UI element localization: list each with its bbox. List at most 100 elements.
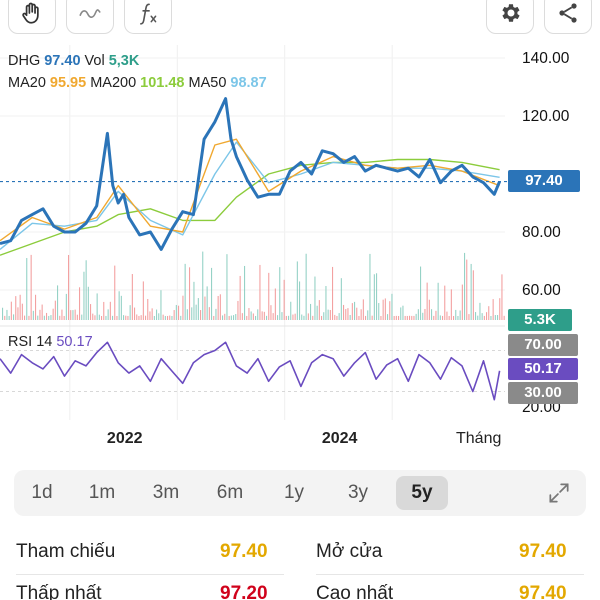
volume-bar — [156, 309, 158, 320]
volume-bar — [197, 298, 199, 320]
volume-bar — [259, 264, 261, 320]
volume-bar — [488, 306, 490, 320]
volume-bar — [492, 299, 494, 320]
volume-bar — [323, 312, 325, 320]
period-1d[interactable]: 1d — [31, 482, 53, 503]
volume-bar — [134, 307, 136, 320]
volume-bar — [50, 315, 52, 320]
volume-bar — [193, 281, 195, 320]
volume-bar — [83, 271, 85, 320]
volume-bar — [252, 313, 254, 320]
volume-bar — [433, 315, 435, 320]
volume-bar — [74, 309, 76, 320]
volume-bar — [255, 315, 257, 320]
volume-bar — [503, 315, 505, 320]
volume-bar — [316, 305, 318, 320]
ma-legend: MA20 95.95 MA200 101.48 MA50 98.87 — [8, 75, 271, 91]
draw-line-button[interactable] — [66, 0, 114, 34]
high-label: Cao nhất — [316, 583, 394, 600]
price-tag: 97.40 — [508, 170, 580, 192]
volume-bar — [246, 315, 248, 320]
price-value: 97.40 — [44, 53, 81, 69]
volume-bar — [125, 315, 127, 320]
fullscreen-button[interactable] — [546, 480, 572, 511]
volume-bar — [400, 307, 402, 320]
rsi-legend-value: 50.17 — [56, 334, 93, 350]
volume-bar — [90, 304, 92, 320]
volume-bar — [4, 315, 6, 320]
volume-bar — [57, 285, 59, 320]
volume-bar — [13, 314, 15, 320]
volume-bar — [211, 267, 213, 320]
volume-bar — [171, 315, 173, 320]
volume-bar — [404, 315, 406, 320]
volume-bar — [318, 300, 320, 320]
volume-bar — [68, 254, 70, 320]
period-1m[interactable]: 1m — [88, 482, 116, 503]
volume-bar — [224, 313, 226, 320]
volume-bar — [35, 294, 37, 320]
volume-bar — [85, 260, 87, 320]
hand-tool-button[interactable] — [8, 0, 56, 34]
divider — [16, 574, 284, 575]
volume-bar — [30, 254, 32, 320]
volume-bar — [175, 304, 177, 320]
volume-bar — [116, 315, 118, 320]
share-icon — [559, 3, 577, 23]
volume-bar — [206, 286, 208, 320]
volume-bar — [87, 286, 89, 320]
period-3y[interactable]: 3y — [347, 482, 369, 503]
volume-bar — [448, 316, 450, 320]
volume-bar — [169, 315, 171, 320]
volume-bar — [213, 315, 215, 320]
volume-bar — [453, 315, 455, 320]
volume-bar — [477, 315, 479, 320]
volume-bar — [373, 274, 375, 320]
volume-bar — [107, 309, 109, 320]
volume-bar — [145, 315, 147, 320]
volume-bar — [32, 310, 34, 320]
low-label: Thấp nhất — [16, 583, 102, 600]
volume-bar — [178, 305, 180, 320]
period-5y[interactable]: 5y — [396, 476, 448, 510]
rsi-label: RSI 14 — [8, 334, 53, 350]
volume-bar — [321, 315, 323, 320]
volume-bar — [343, 304, 345, 320]
x-tick-label: 2024 — [322, 430, 358, 447]
volume-bar — [413, 315, 415, 320]
volume-bar — [428, 299, 430, 320]
settings-button[interactable] — [486, 0, 534, 34]
volume-bar — [431, 309, 433, 320]
rsi-legend: RSI 14 50.17 — [8, 334, 97, 350]
period-3m[interactable]: 3m — [152, 482, 180, 503]
volume-bar — [499, 298, 501, 320]
period-6m[interactable]: 6m — [216, 482, 244, 503]
volume-bar — [376, 273, 378, 320]
volume-bar — [299, 281, 301, 320]
volume-tag: 5.3K — [508, 309, 572, 331]
volume-bar — [356, 307, 358, 320]
volume-bar — [387, 314, 389, 320]
volume-bar — [457, 315, 459, 320]
volume-bar — [237, 300, 239, 320]
volume-bar — [497, 315, 499, 320]
volume-bar — [19, 294, 21, 320]
volume-bar — [360, 309, 362, 320]
volume-bar — [279, 267, 281, 320]
volume-bar — [208, 307, 210, 320]
share-button[interactable] — [544, 0, 592, 34]
volume-bar — [305, 253, 307, 320]
volume-bar — [26, 258, 28, 320]
volume-bar — [455, 309, 457, 320]
volume-bar — [158, 313, 160, 320]
volume-bar — [76, 314, 78, 320]
indicators-button[interactable] — [124, 0, 172, 34]
volume-bar — [351, 303, 353, 320]
volume-bar — [138, 315, 140, 320]
volume-bar — [131, 274, 133, 320]
volume-bar — [483, 315, 485, 320]
volume-bar — [147, 298, 149, 320]
vol-value: 5,3K — [108, 53, 140, 69]
period-1y[interactable]: 1y — [283, 482, 305, 503]
